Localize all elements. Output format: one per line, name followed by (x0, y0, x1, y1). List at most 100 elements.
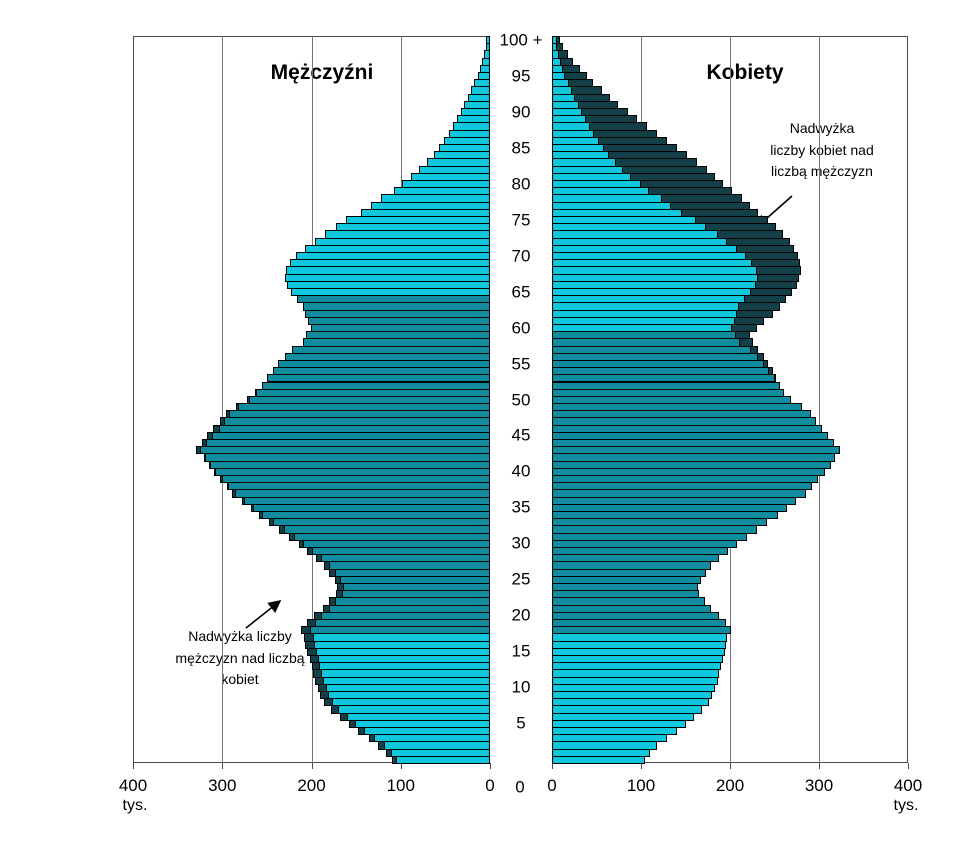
women-surplus-cap (745, 251, 798, 261)
women-surplus-cap (561, 64, 580, 73)
men-bar (315, 237, 490, 246)
men-bar (426, 158, 490, 167)
men-bar (305, 640, 490, 649)
women-bar (552, 590, 699, 599)
x-axis-tick (311, 763, 313, 769)
women-bar (552, 712, 694, 721)
men-bar (296, 251, 490, 261)
women-surplus-annotation-line: liczby kobiet nad (770, 141, 874, 158)
men-bar (311, 662, 490, 671)
men-surplus-cap (250, 503, 255, 513)
men-bar (393, 187, 490, 196)
men-title: Mężczyźni (270, 61, 374, 84)
women-surplus-cap (774, 374, 777, 383)
men-bar (448, 129, 490, 138)
men-surplus-cap (331, 705, 340, 714)
men-bar (340, 712, 490, 721)
men-bar (258, 511, 490, 520)
men-surplus-cap (304, 633, 315, 642)
women-surplus-cap (756, 352, 764, 361)
women-surplus-cap (598, 136, 667, 145)
women-bar (552, 482, 812, 491)
women-surplus-cap (744, 295, 787, 304)
women-surplus-cap (716, 230, 784, 239)
women-bar (552, 424, 822, 433)
women-bar (552, 647, 725, 657)
men-surplus-cap (315, 554, 323, 563)
x-tick-label: 300 (208, 776, 237, 795)
women-bar (552, 532, 747, 541)
men-bar (208, 460, 490, 469)
women-bar (552, 345, 759, 354)
men-bar (214, 467, 490, 477)
women-bar (552, 655, 723, 664)
men-surplus-annotation-line: Nadwyżka liczby (188, 628, 292, 644)
men-bar (443, 136, 490, 145)
men-bar (471, 86, 490, 95)
men-surplus-cap (235, 403, 240, 412)
women-surplus-cap (574, 93, 610, 102)
women-surplus-cap (589, 122, 648, 131)
men-bar (323, 604, 490, 613)
men-bar (324, 230, 490, 239)
men-surplus-cap (307, 647, 317, 657)
men-surplus-cap (348, 719, 357, 728)
women-bar (552, 705, 703, 714)
women-bar (552, 604, 712, 613)
men-bar (329, 597, 490, 606)
gridline (819, 36, 820, 763)
men-bar (317, 683, 490, 692)
men-bar (203, 453, 490, 462)
men-bar (391, 755, 490, 764)
men-bar (313, 669, 490, 678)
women-bar (552, 381, 780, 390)
women-bar (552, 547, 729, 556)
age-tick-label: 65 (511, 282, 531, 302)
men-bar (305, 309, 490, 318)
men-surplus-cap (309, 655, 319, 664)
men-bar (226, 482, 490, 491)
men-bar (433, 151, 490, 160)
women-bar (552, 575, 701, 585)
men-bar (266, 374, 490, 383)
men-bar (460, 107, 490, 117)
x-axis-tick (730, 763, 731, 769)
women-bar (552, 395, 792, 405)
age-tick-label: 75 (511, 210, 531, 230)
men-surplus-cap (323, 561, 331, 570)
x-axis-tick (641, 763, 642, 769)
men-bar (357, 727, 490, 736)
men-bar (334, 575, 490, 585)
women-bar (552, 331, 750, 340)
women-surplus-cap (581, 107, 628, 117)
men-bar (419, 165, 490, 174)
men-bar (300, 626, 490, 635)
men-bar (411, 172, 490, 181)
age-tick-label: 25 (511, 569, 531, 589)
age-axis-origin-label: 0 (515, 777, 525, 797)
men-bar (306, 331, 490, 340)
women-surplus-cap (556, 43, 563, 52)
women-bar (552, 511, 779, 520)
women-bar (552, 417, 817, 426)
men-bar (323, 698, 490, 707)
women-bar (552, 633, 728, 642)
women-surplus-cap (754, 280, 797, 289)
men-surplus-cap (207, 431, 214, 441)
age-tick-label: 45 (511, 425, 531, 445)
x-axis-tick (490, 763, 491, 769)
men-bar (314, 611, 490, 621)
women-surplus-cap (695, 215, 769, 225)
age-tick-label: 35 (511, 497, 531, 517)
women-bar (552, 583, 698, 592)
men-bar (307, 619, 490, 628)
men-surplus-cap (201, 439, 208, 448)
men-bar (247, 395, 490, 405)
men-bar (315, 676, 490, 685)
women-surplus-cap (602, 143, 677, 153)
men-bar (289, 532, 490, 541)
men-bar (486, 36, 490, 45)
men-surplus-annotation: Nadwyżka liczby mężczyzn nad liczbą kobiet (130, 626, 350, 691)
men-bar (220, 475, 490, 484)
